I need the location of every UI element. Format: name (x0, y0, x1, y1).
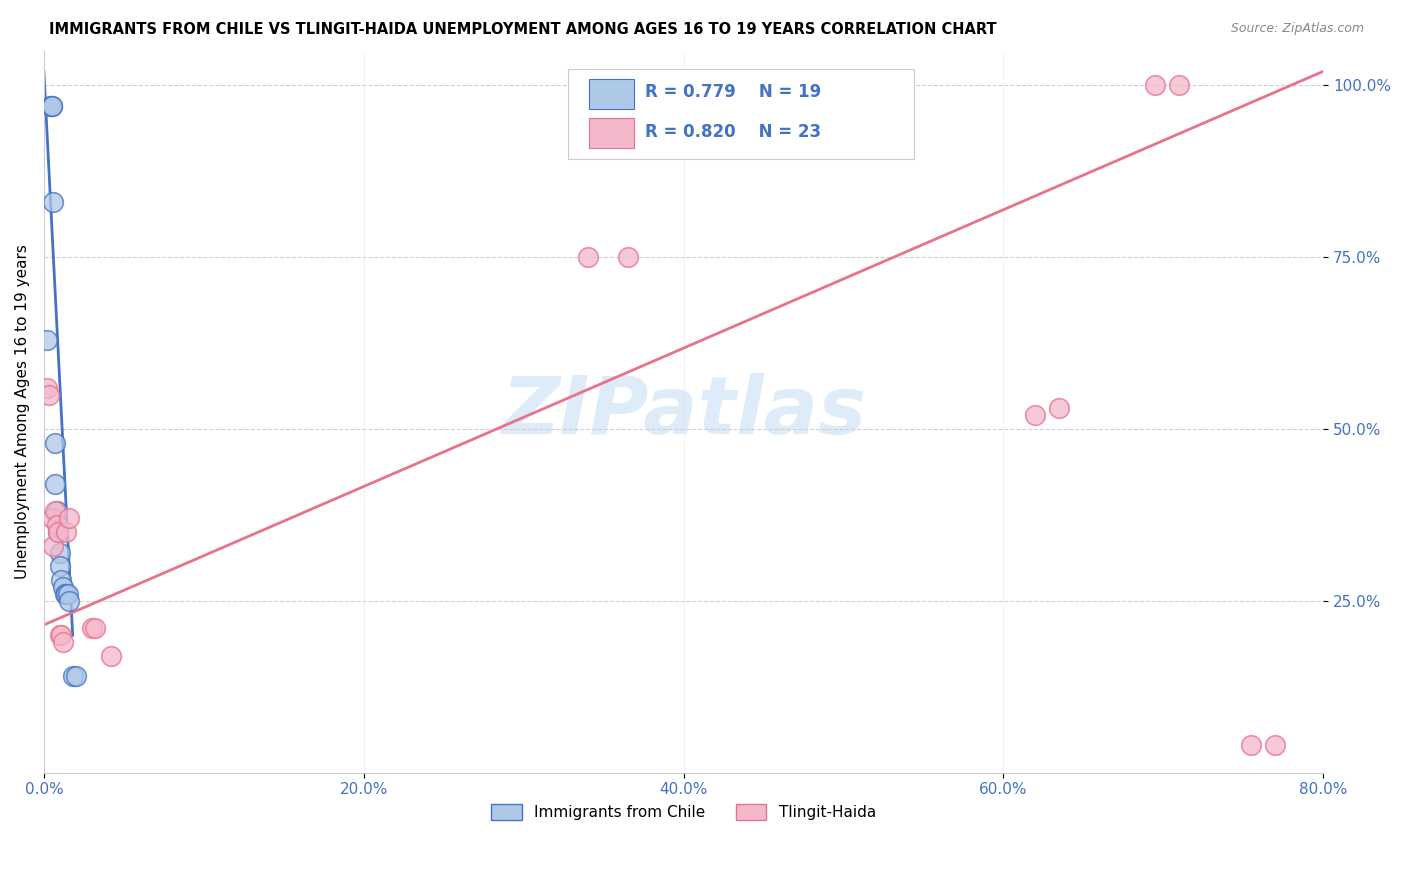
Point (49, 546, 72, 560)
Point (35, 333, 58, 347)
Text: Source: ZipAtlas.com: Source: ZipAtlas.com (1230, 22, 1364, 36)
Point (55, 587, 77, 601)
Point (53, 587, 76, 601)
Point (65, 669, 87, 683)
Point (52, 635, 75, 649)
Point (46, 524, 69, 539)
Point (41, 98, 63, 112)
Point (1240, 738, 1263, 752)
Point (42, 539, 65, 553)
Text: R = 0.779    N = 19: R = 0.779 N = 19 (645, 83, 821, 102)
Point (51, 573, 73, 587)
Legend: Immigrants from Chile, Tlingit-Haida: Immigrants from Chile, Tlingit-Haida (485, 798, 882, 827)
Point (51, 628, 73, 642)
Text: ZIPatlas: ZIPatlas (501, 373, 866, 450)
Point (45, 518, 67, 533)
Point (56, 587, 79, 601)
Point (62, 669, 84, 683)
FancyBboxPatch shape (589, 118, 634, 148)
Point (52, 580, 75, 594)
Point (41, 98, 63, 112)
FancyBboxPatch shape (568, 69, 914, 159)
Point (616, 250, 638, 264)
Point (46, 524, 69, 539)
Text: IMMIGRANTS FROM CHILE VS TLINGIT-HAIDA UNEMPLOYMENT AMONG AGES 16 TO 19 YEARS CO: IMMIGRANTS FROM CHILE VS TLINGIT-HAIDA U… (49, 22, 997, 37)
Point (1144, 78, 1167, 92)
Point (1024, 408, 1046, 422)
Point (44, 435, 66, 450)
Point (58, 511, 80, 525)
Point (41, 511, 63, 525)
Y-axis label: Unemployment Among Ages 16 to 19 years: Unemployment Among Ages 16 to 19 years (15, 244, 30, 579)
Point (49, 628, 72, 642)
Point (1168, 78, 1191, 92)
Point (38, 387, 60, 401)
Point (44, 477, 66, 491)
Point (35, 381, 58, 395)
Point (58, 594, 80, 608)
Point (576, 250, 599, 264)
Point (42, 194, 65, 209)
Point (100, 648, 122, 663)
Point (80, 621, 103, 635)
Point (44, 504, 66, 518)
Text: R = 0.820    N = 23: R = 0.820 N = 23 (645, 123, 821, 141)
Point (84, 621, 107, 635)
Point (1264, 738, 1286, 752)
Point (49, 559, 72, 574)
Point (55, 524, 77, 539)
Point (39, 98, 62, 112)
FancyBboxPatch shape (589, 79, 634, 109)
Point (45, 504, 67, 518)
Point (1047, 401, 1070, 416)
